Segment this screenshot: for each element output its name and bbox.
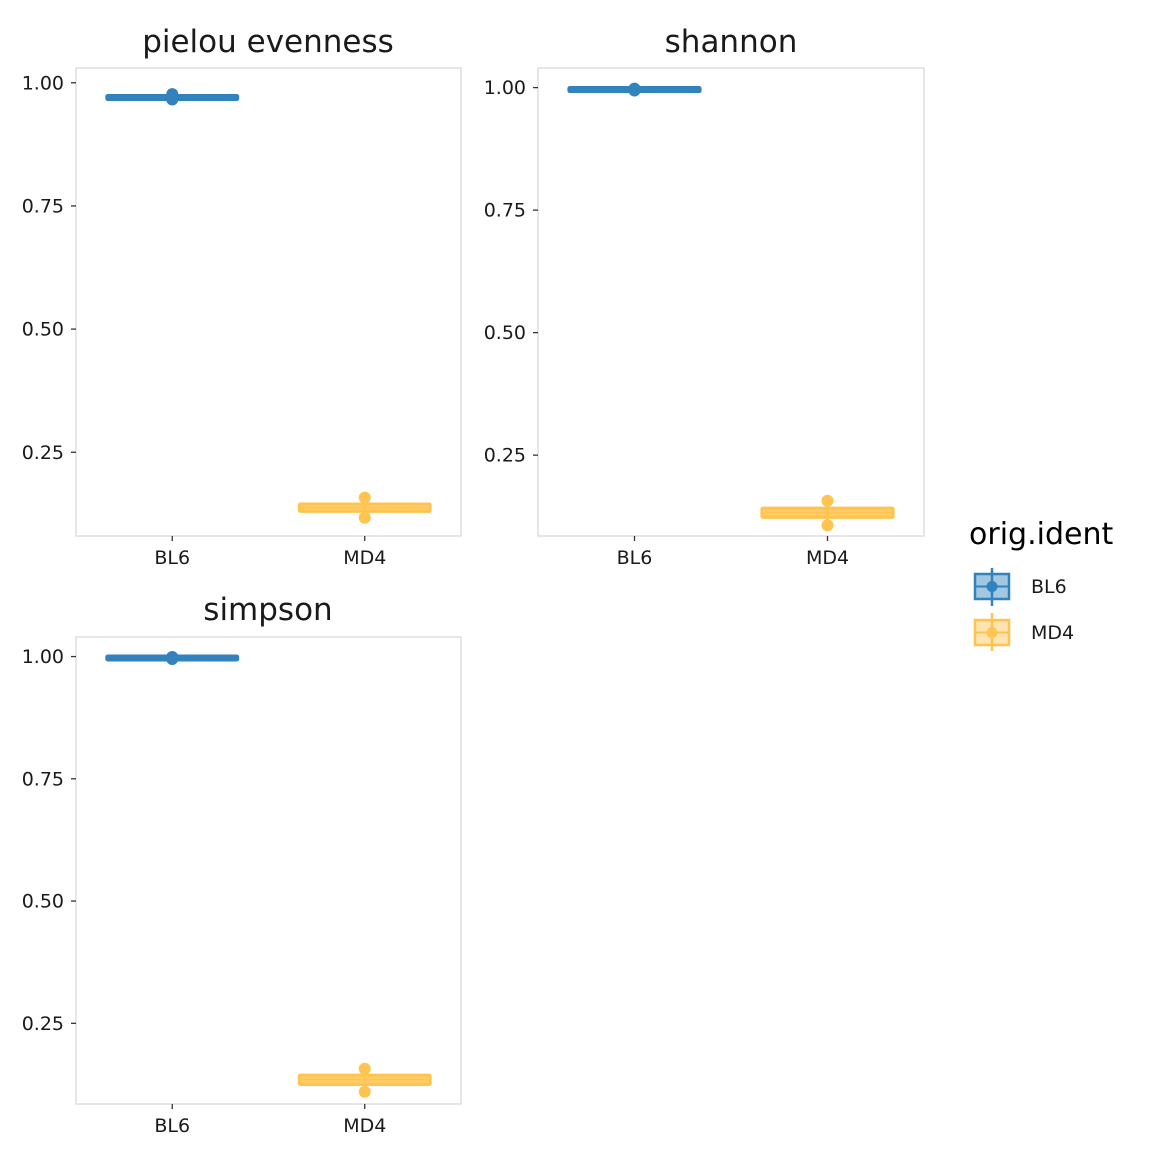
box-md4 bbox=[760, 494, 895, 532]
panel-shannon: shannon 0.25 0.50 0.75 1.00 BL6 MD4 bbox=[484, 24, 925, 569]
x-tick-label: MD4 bbox=[343, 1115, 386, 1137]
y-tick-label: 0.25 bbox=[484, 445, 526, 467]
x-tick-label: BL6 bbox=[617, 547, 653, 569]
y-tick-label: 0.50 bbox=[22, 319, 64, 341]
outlier-point bbox=[821, 494, 834, 507]
legend-title: orig.ident bbox=[969, 517, 1113, 552]
outlier-point bbox=[358, 1085, 371, 1098]
legend-item-md4: MD4 bbox=[973, 613, 1074, 651]
facet-title: shannon bbox=[665, 24, 798, 60]
y-tick-label: 0.50 bbox=[484, 322, 526, 344]
x-tick-label: MD4 bbox=[343, 547, 386, 569]
y-tick-label: 0.75 bbox=[22, 195, 64, 217]
y-tick-label: 1.00 bbox=[22, 72, 64, 94]
legend-label-md4: MD4 bbox=[1031, 622, 1074, 644]
outlier-point bbox=[166, 653, 179, 666]
box-bl6 bbox=[105, 651, 240, 666]
x-tick-label: BL6 bbox=[154, 547, 190, 569]
box-bl6 bbox=[105, 88, 240, 106]
y-tick-label: 1.00 bbox=[22, 646, 64, 668]
y-tick-label: 1.00 bbox=[484, 77, 526, 99]
x-tick-label: MD4 bbox=[806, 547, 849, 569]
panel-border bbox=[75, 636, 462, 1105]
legend-key-bl6-point bbox=[986, 581, 998, 592]
panel-pielou-evenness: pielou evenness 0.25 0.50 0.75 1.00 BL6 MD4 bbox=[22, 24, 462, 569]
legend: orig.ident BL6 MD4 bbox=[969, 517, 1113, 651]
y-tick-label: 0.50 bbox=[22, 891, 64, 913]
box-md4 bbox=[297, 1062, 432, 1098]
legend-key-md4-point bbox=[986, 627, 998, 638]
y-tick-label: 0.75 bbox=[484, 200, 526, 222]
panel-border bbox=[75, 67, 462, 537]
outlier-point bbox=[358, 511, 371, 524]
outlier-point bbox=[628, 84, 641, 97]
legend-label-bl6: BL6 bbox=[1031, 576, 1067, 598]
facet-title: pielou evenness bbox=[142, 24, 394, 60]
legend-item-bl6: BL6 bbox=[973, 568, 1067, 606]
panel-simpson: simpson 0.25 0.50 0.75 1.00 BL6 MD4 bbox=[22, 592, 462, 1137]
panel-border bbox=[537, 67, 925, 537]
y-tick-label: 0.75 bbox=[22, 768, 64, 790]
outlier-point bbox=[166, 93, 179, 106]
outlier-point bbox=[821, 519, 834, 532]
facet-title: simpson bbox=[203, 592, 332, 628]
box-md4 bbox=[297, 491, 432, 524]
y-tick-label: 0.25 bbox=[22, 1013, 64, 1035]
outlier-point bbox=[358, 1062, 371, 1075]
y-tick-label: 0.25 bbox=[22, 442, 64, 464]
outlier-point bbox=[358, 491, 371, 504]
x-tick-label: BL6 bbox=[154, 1115, 190, 1137]
box-bl6 bbox=[567, 82, 702, 97]
